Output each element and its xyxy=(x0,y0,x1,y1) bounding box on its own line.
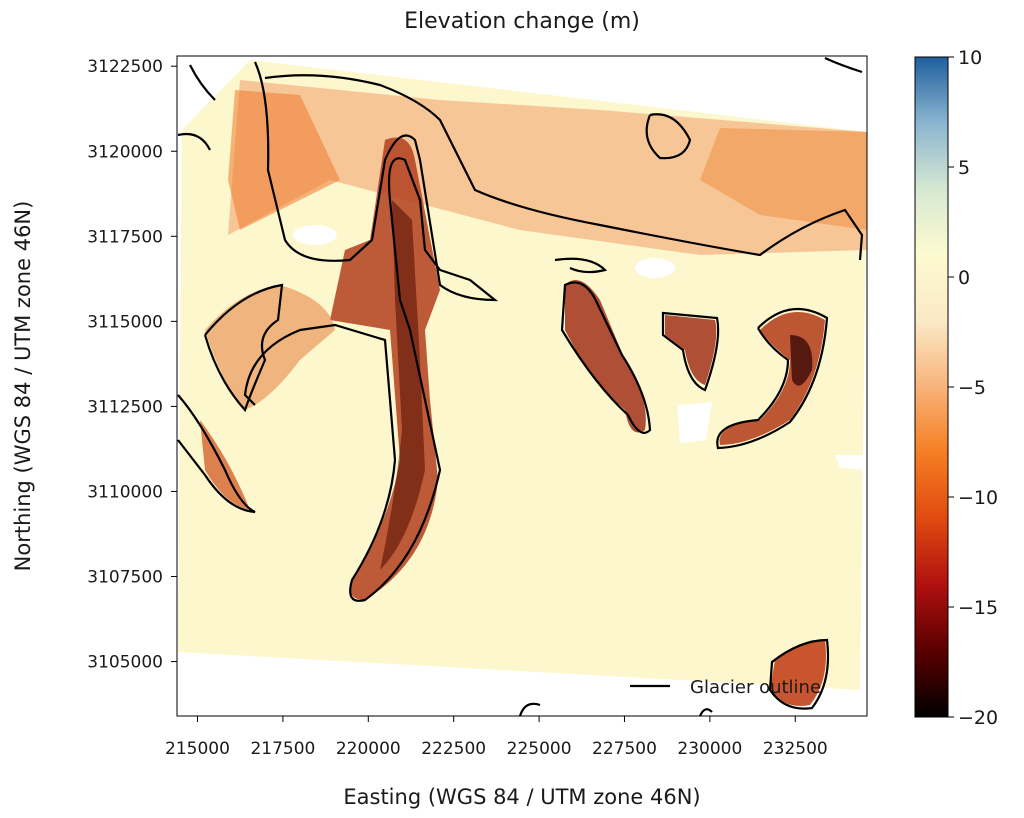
x-tick-label: 220000 xyxy=(336,739,401,759)
raster-upper-right-zone xyxy=(700,128,867,230)
x-axis: 215000 217500 220000 222500 225000 227500 2300… xyxy=(165,716,828,759)
glacier-outline-topright-2 xyxy=(824,57,863,74)
plot-area: Glacier outline xyxy=(177,56,867,716)
legend-label-glacier-outline: Glacier outline xyxy=(690,677,821,698)
raster-upper-zone xyxy=(228,80,867,255)
data-void-4 xyxy=(293,225,337,245)
glacier-outline-east-2 xyxy=(661,311,720,392)
colorbar-tick-label: 5 xyxy=(958,157,970,179)
y-tick-label: 3117500 xyxy=(87,227,163,247)
x-tick-label: 222500 xyxy=(421,739,486,759)
y-tick-label: 3110000 xyxy=(87,482,163,502)
glacier-east-3-core xyxy=(790,335,813,386)
glacier-outline-topright xyxy=(645,113,692,160)
glacier-outline-upper xyxy=(264,74,864,261)
y-axis: 3105000 3107500 3110000 3112500 3115000 31175… xyxy=(87,57,177,673)
colorbar-tick-label: −5 xyxy=(958,377,986,399)
glacier-outline-se xyxy=(768,638,830,710)
glacier-southeast xyxy=(770,640,826,706)
x-tick-label: 227500 xyxy=(592,739,657,759)
y-tick-label: 3120000 xyxy=(87,142,163,162)
y-tick-label: 3107500 xyxy=(87,568,163,588)
raster-upper-zone-strong xyxy=(228,90,340,230)
y-tick-label: 3105000 xyxy=(87,653,163,673)
glacier-tongue-core xyxy=(380,200,425,570)
data-void-3 xyxy=(635,258,675,278)
colorbar-tick-label: 10 xyxy=(958,47,982,69)
glacier-outlines xyxy=(177,57,864,716)
glacier-outline-mid-e xyxy=(554,257,608,274)
y-tick-label: 3115000 xyxy=(87,312,163,332)
colorbar-axis: 10 5 0 −5 −10 −15 −20 xyxy=(948,47,998,729)
glacier-outline-east-3 xyxy=(716,307,829,450)
colorbar xyxy=(914,56,949,718)
data-void-1 xyxy=(677,402,712,443)
x-tick-label: 215000 xyxy=(165,739,230,759)
glacier-outline-sw xyxy=(177,394,256,514)
chart-title: Elevation change (m) xyxy=(404,9,640,34)
data-void-2 xyxy=(835,455,867,470)
colorbar-tick-label: −10 xyxy=(958,487,998,509)
colorbar-tick-label: −20 xyxy=(958,707,998,729)
glacier-southwest xyxy=(200,420,250,510)
x-axis-label: Easting (WGS 84 / UTM zone 46N) xyxy=(343,785,700,809)
x-tick-label: 225000 xyxy=(507,739,572,759)
x-tick-label: 232500 xyxy=(763,739,828,759)
legend: Glacier outline xyxy=(630,677,821,698)
x-tick-label: 217500 xyxy=(250,739,315,759)
y-tick-label: 3112500 xyxy=(87,397,163,417)
colorbar-tick-label: 0 xyxy=(958,267,970,289)
x-tick-label: 230000 xyxy=(677,739,742,759)
y-tick-label: 3122500 xyxy=(87,57,163,77)
plot-frame xyxy=(176,55,868,717)
glacier-outline-top-left xyxy=(177,64,216,151)
colorbar-tick-label: −15 xyxy=(958,597,998,619)
glacier-east-2 xyxy=(665,315,717,385)
y-axis-label: Northing (WGS 84 / UTM zone 46N) xyxy=(11,201,35,572)
glacier-outline-west xyxy=(203,283,284,413)
glacier-east-1 xyxy=(565,280,646,433)
glacier-outline-main xyxy=(243,61,499,602)
glacier-outline-bottom xyxy=(518,702,713,716)
glacier-outline-east-1 xyxy=(560,281,652,434)
